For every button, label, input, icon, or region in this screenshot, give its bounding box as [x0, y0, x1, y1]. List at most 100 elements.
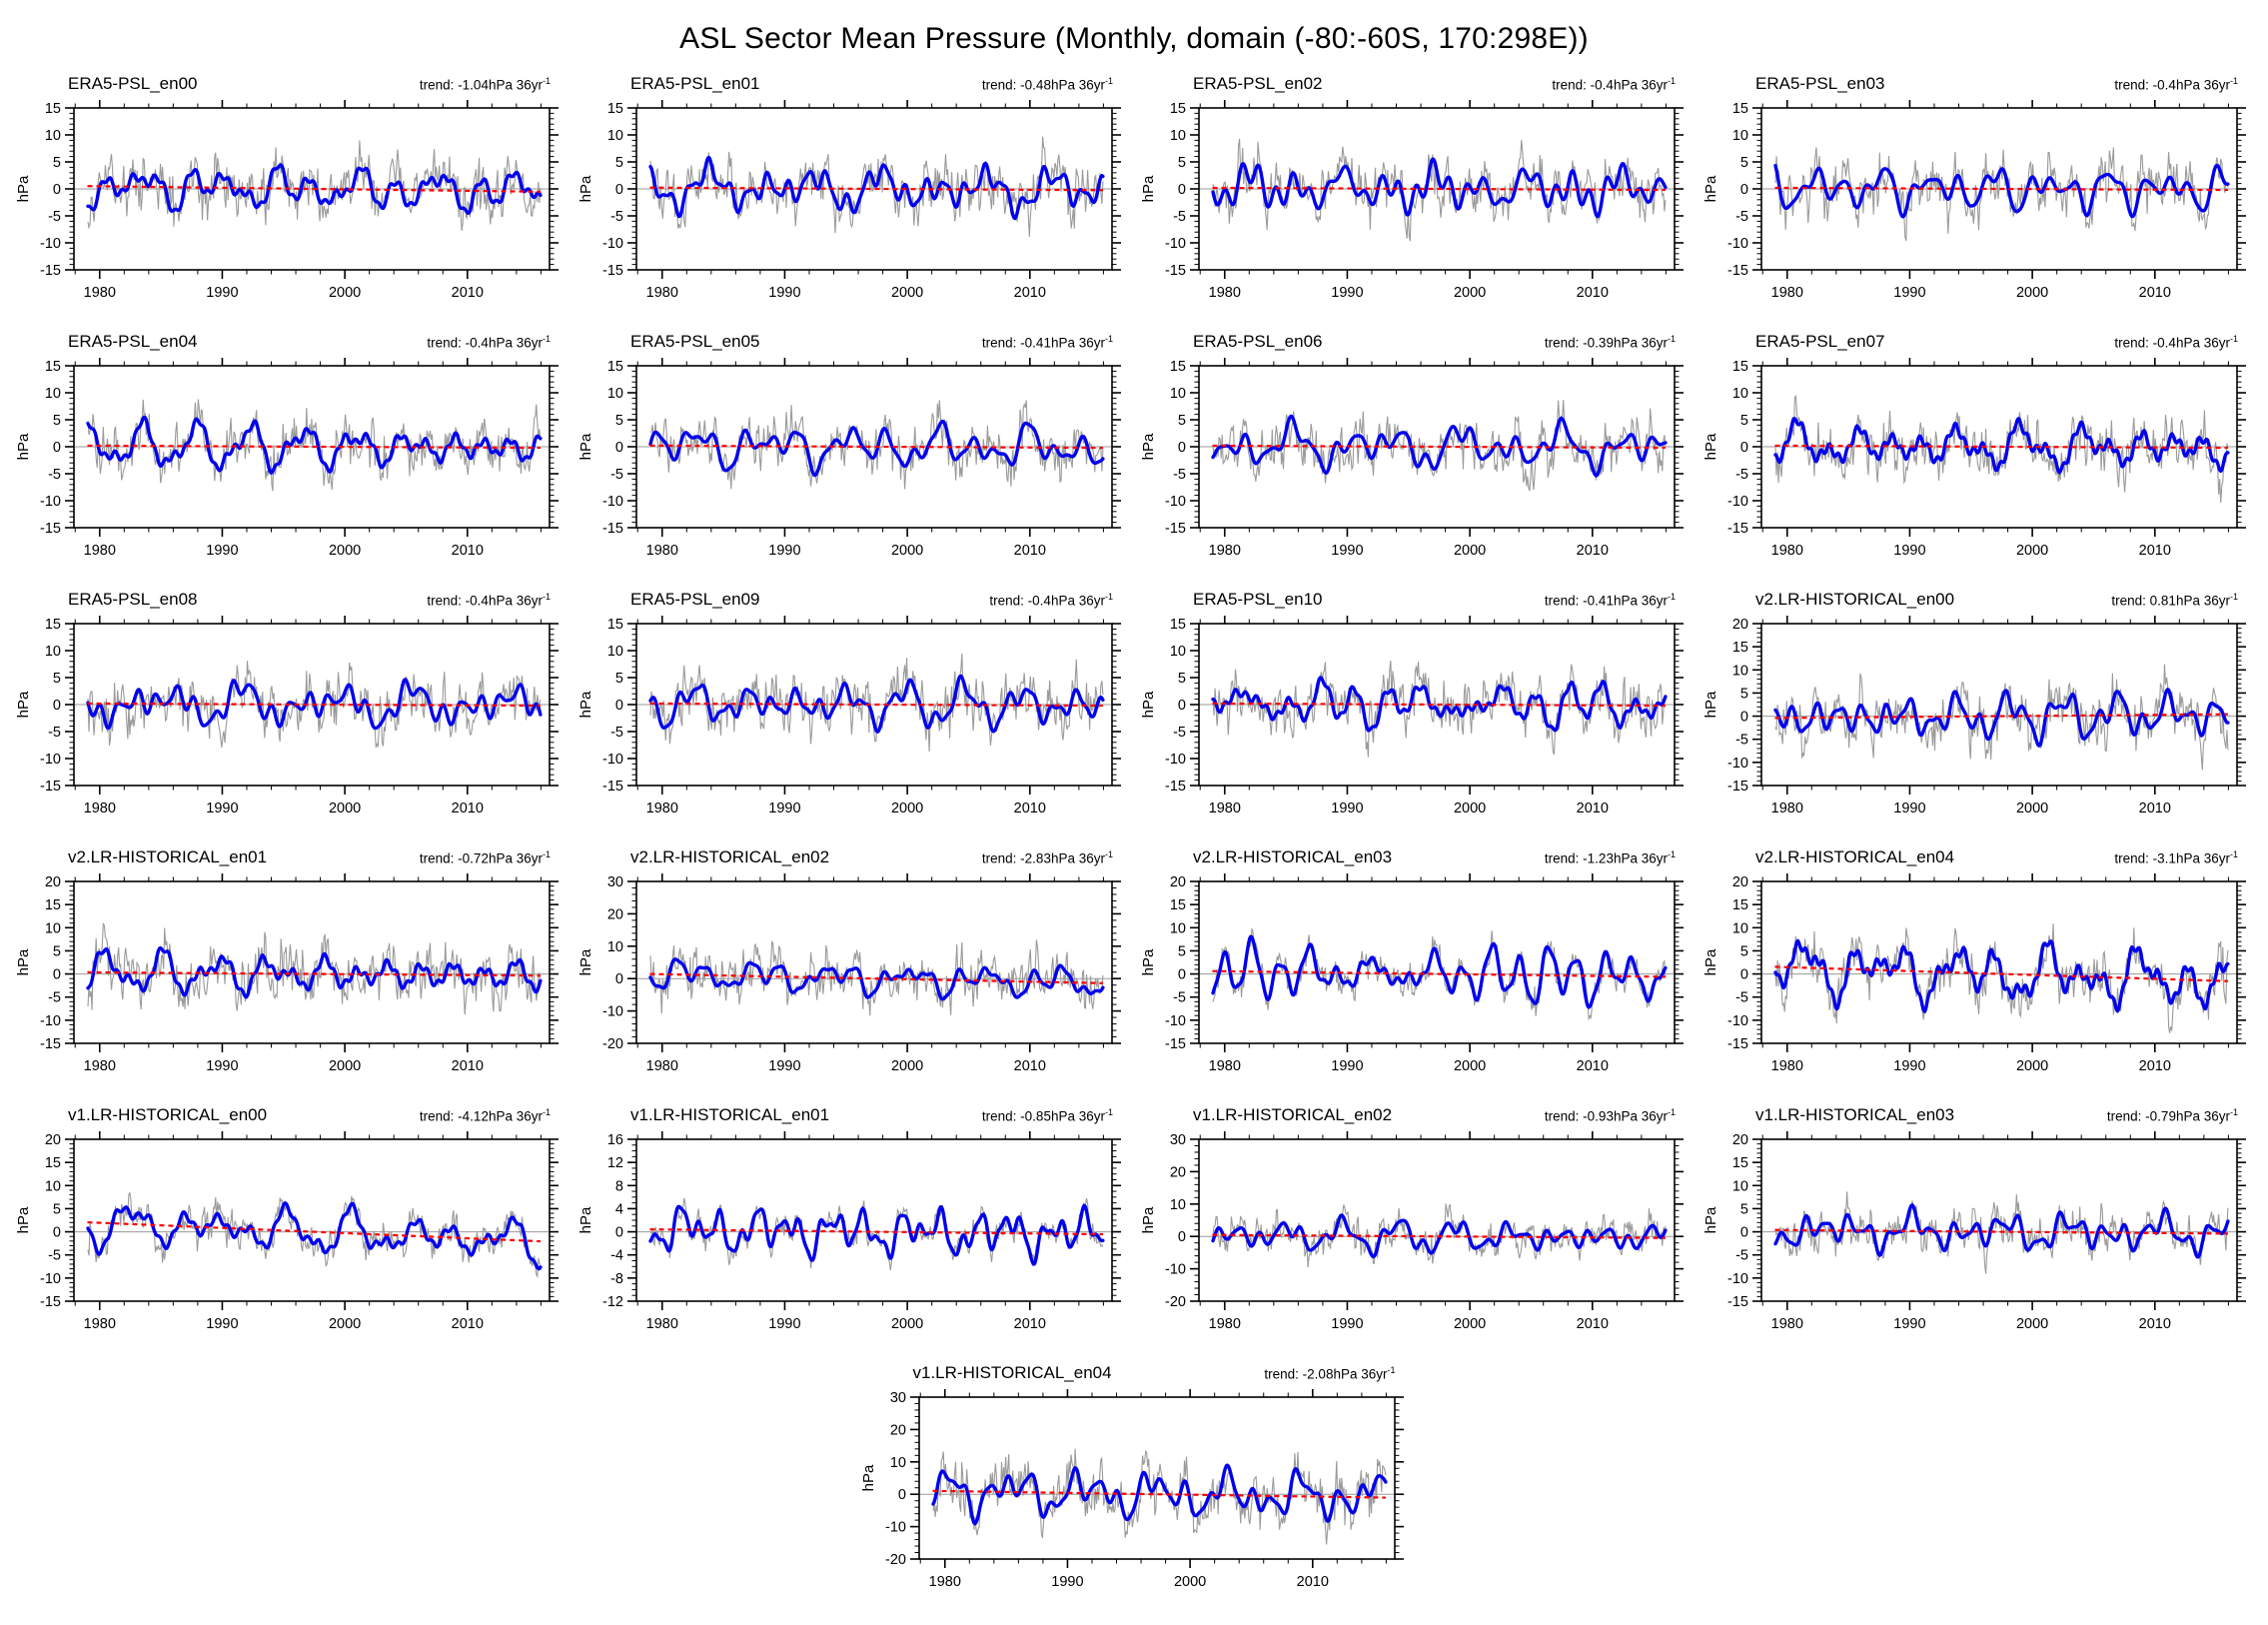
- trend-line: [1774, 186, 2228, 192]
- x-tick-label: 2010: [1014, 1316, 1046, 1332]
- panel-header: ERA5-PSL_en07 trend: -0.4hPa 36yr-1: [1700, 330, 2254, 356]
- y-axis-label: hPa: [1702, 175, 1719, 202]
- y-tick-label: 8: [615, 1178, 623, 1194]
- x-tick-label: 2010: [1577, 1316, 1609, 1332]
- smoothed-line: [86, 415, 543, 475]
- trend-line: [87, 970, 541, 977]
- y-tick-label: -10: [1165, 1262, 1186, 1278]
- y-tick-label: 5: [1740, 413, 1748, 429]
- x-tick-label: 2000: [1454, 801, 1486, 816]
- panel: ERA5-PSL_en01 trend: -0.48hPa 36yr-1 -15…: [574, 72, 1129, 330]
- x-tick-label: 1980: [84, 543, 116, 559]
- plot-border: [635, 365, 1113, 529]
- y-tick-label: -10: [602, 494, 623, 510]
- trend-line: [1774, 965, 2228, 982]
- y-tick-label: 0: [615, 971, 623, 987]
- trend-line: [649, 702, 1103, 708]
- trend-line: [649, 444, 1103, 450]
- panel-trend-label: trend: -0.85hPa 36yr-1: [981, 1106, 1113, 1124]
- y-tick-label: -15: [1727, 263, 1748, 279]
- panel-row-2: ERA5-PSL_en04 trend: -0.4hPa 36yr-1 -15-…: [12, 330, 2256, 588]
- y-tick-label: 0: [1178, 440, 1186, 456]
- y-tick-label: 20: [889, 1422, 905, 1438]
- panel-title: ERA5-PSL_en00: [68, 74, 198, 93]
- y-tick-label: 0: [615, 1225, 623, 1241]
- y-axis-label: hPa: [15, 691, 32, 718]
- y-tick-label: -15: [602, 263, 623, 279]
- panel-title: v1.LR-HISTORICAL_en03: [1755, 1105, 1955, 1124]
- panel-title: ERA5-PSL_en09: [630, 590, 760, 609]
- y-tick-label: -15: [602, 779, 623, 795]
- y-tick-label: -5: [48, 1248, 61, 1264]
- y-tick-label: -15: [1727, 1036, 1748, 1052]
- y-tick-label: 0: [1740, 440, 1748, 456]
- y-tick-label: -10: [885, 1520, 906, 1536]
- x-tick-label: 2010: [1296, 1574, 1328, 1590]
- y-tick-label: 30: [889, 1390, 905, 1406]
- y-tick-label: -10: [1727, 756, 1748, 772]
- x-tick-label: 2010: [452, 285, 484, 301]
- plot-border: [73, 880, 551, 1044]
- y-tick-label: -10: [1727, 1013, 1748, 1029]
- x-tick-label: 1980: [84, 1058, 116, 1074]
- plot-border: [1198, 1138, 1676, 1302]
- y-tick-label: 15: [1732, 1155, 1748, 1171]
- x-tick-label: 1990: [206, 1316, 238, 1332]
- y-axis-label: hPa: [1702, 691, 1719, 718]
- y-tick-label: 0: [53, 967, 61, 983]
- panel-trend-label: trend: -0.4hPa 36yr-1: [427, 333, 551, 351]
- y-tick-label: -10: [1165, 1013, 1186, 1029]
- y-tick-label: 15: [45, 897, 61, 913]
- trend-exponent: -1: [1104, 333, 1113, 344]
- y-tick-label: -15: [40, 521, 61, 537]
- y-axis-label: hPa: [1702, 433, 1719, 460]
- y-tick-label: 5: [615, 413, 623, 429]
- y-tick-label: 15: [45, 617, 61, 633]
- x-tick-label: 1990: [1331, 285, 1363, 301]
- x-tick-label: 2000: [891, 801, 923, 816]
- trend-exponent: -1: [542, 591, 551, 602]
- panel-trend-label: trend: -0.4hPa 36yr-1: [2114, 75, 2238, 93]
- panel-trend-label: trend: -3.1hPa 36yr-1: [2114, 848, 2238, 866]
- plot-border: [917, 1396, 1396, 1560]
- x-tick-label: 1990: [206, 543, 238, 559]
- y-tick-label: 10: [45, 644, 61, 660]
- trend-exponent: -1: [1667, 848, 1676, 859]
- y-axis-label: hPa: [1140, 175, 1157, 202]
- y-axis-label: hPa: [860, 1464, 877, 1491]
- plot-border: [1198, 107, 1676, 271]
- panel-header: v1.LR-HISTORICAL_en00 trend: -4.12hPa 36…: [12, 1103, 567, 1129]
- y-tick-label: -15: [602, 521, 623, 537]
- y-tick-label: -5: [610, 467, 623, 483]
- panel-title: v2.LR-HISTORICAL_en02: [630, 847, 830, 866]
- panel: v1.LR-HISTORICAL_en02 trend: -0.93hPa 36…: [1137, 1103, 1692, 1361]
- panel-title: ERA5-PSL_en10: [1193, 590, 1323, 609]
- trend-exponent: -1: [542, 848, 551, 859]
- x-tick-label: 2010: [1577, 543, 1609, 559]
- trend-exponent: -1: [2229, 591, 2238, 602]
- panel: v1.LR-HISTORICAL_en03 trend: -0.79hPa 36…: [1700, 1103, 2254, 1361]
- y-axis-label: hPa: [15, 433, 32, 460]
- y-tick-label: -15: [1165, 1036, 1186, 1052]
- trend-line: [1774, 444, 2228, 450]
- y-tick-label: -5: [48, 990, 61, 1006]
- x-tick-label: 2000: [2016, 1058, 2048, 1074]
- y-tick-label: 10: [1170, 386, 1186, 402]
- x-tick-label: 2010: [1014, 285, 1046, 301]
- x-tick-label: 1980: [1771, 543, 1803, 559]
- plot-border: [1198, 623, 1676, 787]
- y-tick-label: -10: [40, 1271, 61, 1287]
- y-tick-label: 0: [1178, 698, 1186, 714]
- y-tick-label: 15: [1170, 617, 1186, 633]
- plot-border: [1760, 1138, 2238, 1302]
- panel-trend-label: trend: -1.04hPa 36yr-1: [419, 75, 551, 93]
- panel-row-6: v1.LR-HISTORICAL_en04 trend: -2.08hPa 36…: [12, 1361, 2256, 1619]
- panel-row-5: v1.LR-HISTORICAL_en00 trend: -4.12hPa 36…: [12, 1103, 2256, 1361]
- panel-header: ERA5-PSL_en09 trend: -0.4hPa 36yr-1: [574, 588, 1129, 614]
- y-tick-label: 20: [607, 906, 623, 922]
- x-tick-label: 2010: [2139, 543, 2171, 559]
- y-tick-label: -5: [610, 209, 623, 225]
- y-tick-label: 20: [45, 1132, 61, 1148]
- y-tick-label: 15: [1732, 640, 1748, 656]
- panel: v2.LR-HISTORICAL_en00 trend: 0.81hPa 36y…: [1700, 588, 2254, 845]
